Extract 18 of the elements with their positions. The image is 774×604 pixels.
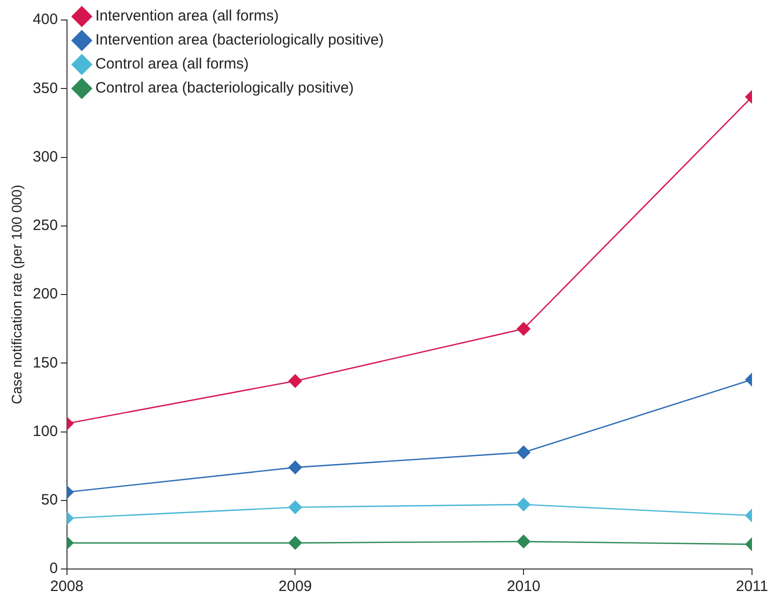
legend-label: Intervention area (all forms) (95, 8, 279, 25)
legend-label: Control area (all forms) (95, 56, 249, 73)
y-tick-label: 0 (49, 560, 58, 578)
y-axis-title: Case notification rate (per 100 000) (8, 184, 24, 404)
y-tick-label: 100 (32, 422, 58, 440)
y-tick-label: 300 (32, 148, 58, 166)
y-tick-label: 50 (41, 492, 58, 509)
x-tick-label: 2008 (50, 578, 84, 596)
x-tick-label: 2010 (506, 578, 540, 596)
x-tick-label: 2011 (736, 578, 768, 596)
legend-label: Control area (bacteriologically positive) (95, 80, 354, 97)
y-tick-label: 250 (32, 217, 58, 234)
y-tick-label: 350 (32, 80, 58, 97)
legend-label: Intervention area (bacteriologically positive) (95, 32, 384, 49)
y-tick-label: 200 (32, 286, 58, 303)
x-tick-label: 2009 (278, 578, 312, 596)
y-tick-label: 400 (32, 11, 58, 28)
y-tick-label: 150 (32, 354, 58, 372)
